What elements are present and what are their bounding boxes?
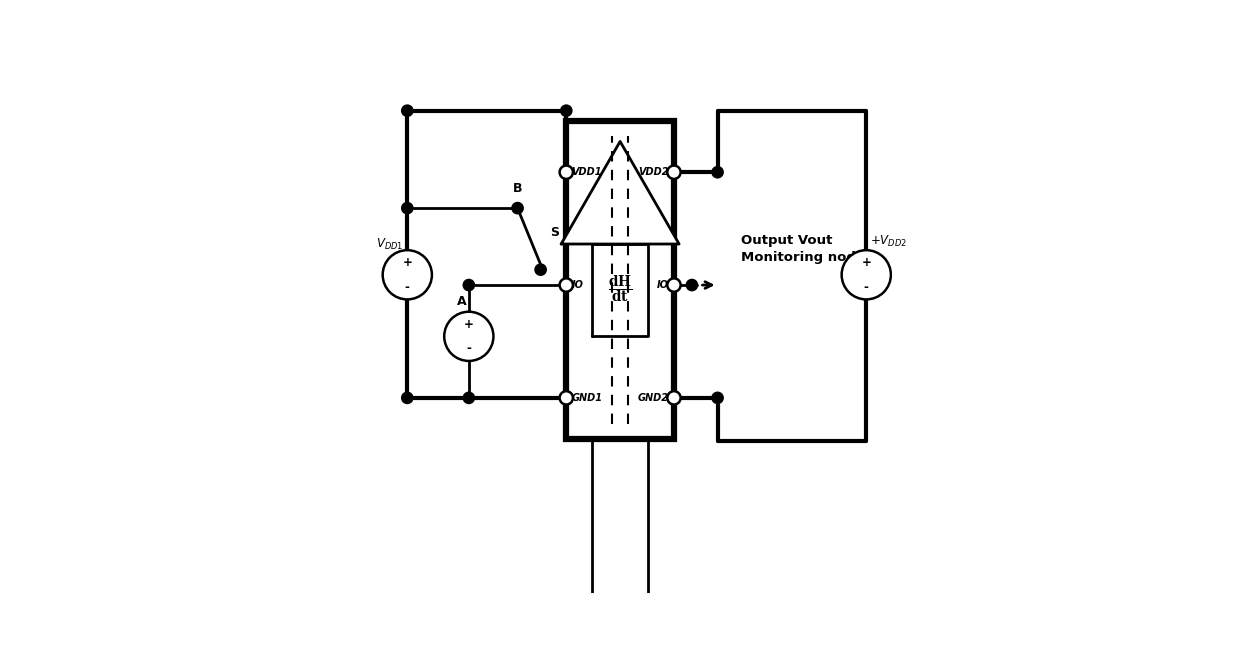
Text: +: + xyxy=(862,256,872,269)
Circle shape xyxy=(402,202,413,214)
Text: VDD1: VDD1 xyxy=(572,167,601,177)
Circle shape xyxy=(464,280,475,290)
Circle shape xyxy=(559,278,573,292)
Text: GND1: GND1 xyxy=(572,393,603,403)
Text: IO: IO xyxy=(657,280,668,290)
Text: +: + xyxy=(464,318,474,330)
Circle shape xyxy=(686,280,698,290)
Circle shape xyxy=(560,105,572,117)
Text: +: + xyxy=(402,256,412,269)
Text: VDD2: VDD2 xyxy=(639,167,668,177)
FancyBboxPatch shape xyxy=(567,121,675,439)
Circle shape xyxy=(559,166,573,179)
Text: $+V_{DD2}$: $+V_{DD2}$ xyxy=(870,234,908,249)
Text: -: - xyxy=(864,280,869,294)
Circle shape xyxy=(712,166,723,178)
Polygon shape xyxy=(562,141,680,244)
Circle shape xyxy=(464,392,475,404)
Circle shape xyxy=(712,392,723,404)
Circle shape xyxy=(534,264,547,275)
Text: B: B xyxy=(513,182,522,195)
Circle shape xyxy=(559,391,573,404)
Circle shape xyxy=(402,105,413,117)
Text: GND2: GND2 xyxy=(637,393,668,403)
Text: $V_s$: $V_s$ xyxy=(449,326,463,341)
Polygon shape xyxy=(591,244,649,336)
Circle shape xyxy=(444,312,494,361)
Text: -: - xyxy=(404,280,409,294)
Text: $\mathbf{\frac{dH}{dt}}$: $\mathbf{\frac{dH}{dt}}$ xyxy=(608,274,632,306)
Circle shape xyxy=(512,202,523,214)
Circle shape xyxy=(667,391,681,404)
Text: Output Vout
Monitoring node: Output Vout Monitoring node xyxy=(740,234,864,264)
Circle shape xyxy=(667,166,681,179)
Text: A: A xyxy=(456,295,466,308)
Circle shape xyxy=(842,250,890,300)
Text: -: - xyxy=(466,342,471,355)
Text: S 1: S 1 xyxy=(551,226,573,239)
Text: IO: IO xyxy=(572,280,583,290)
Circle shape xyxy=(402,392,413,404)
Circle shape xyxy=(383,250,432,300)
Text: $V_{DD1}$: $V_{DD1}$ xyxy=(376,236,403,252)
Circle shape xyxy=(667,278,681,292)
